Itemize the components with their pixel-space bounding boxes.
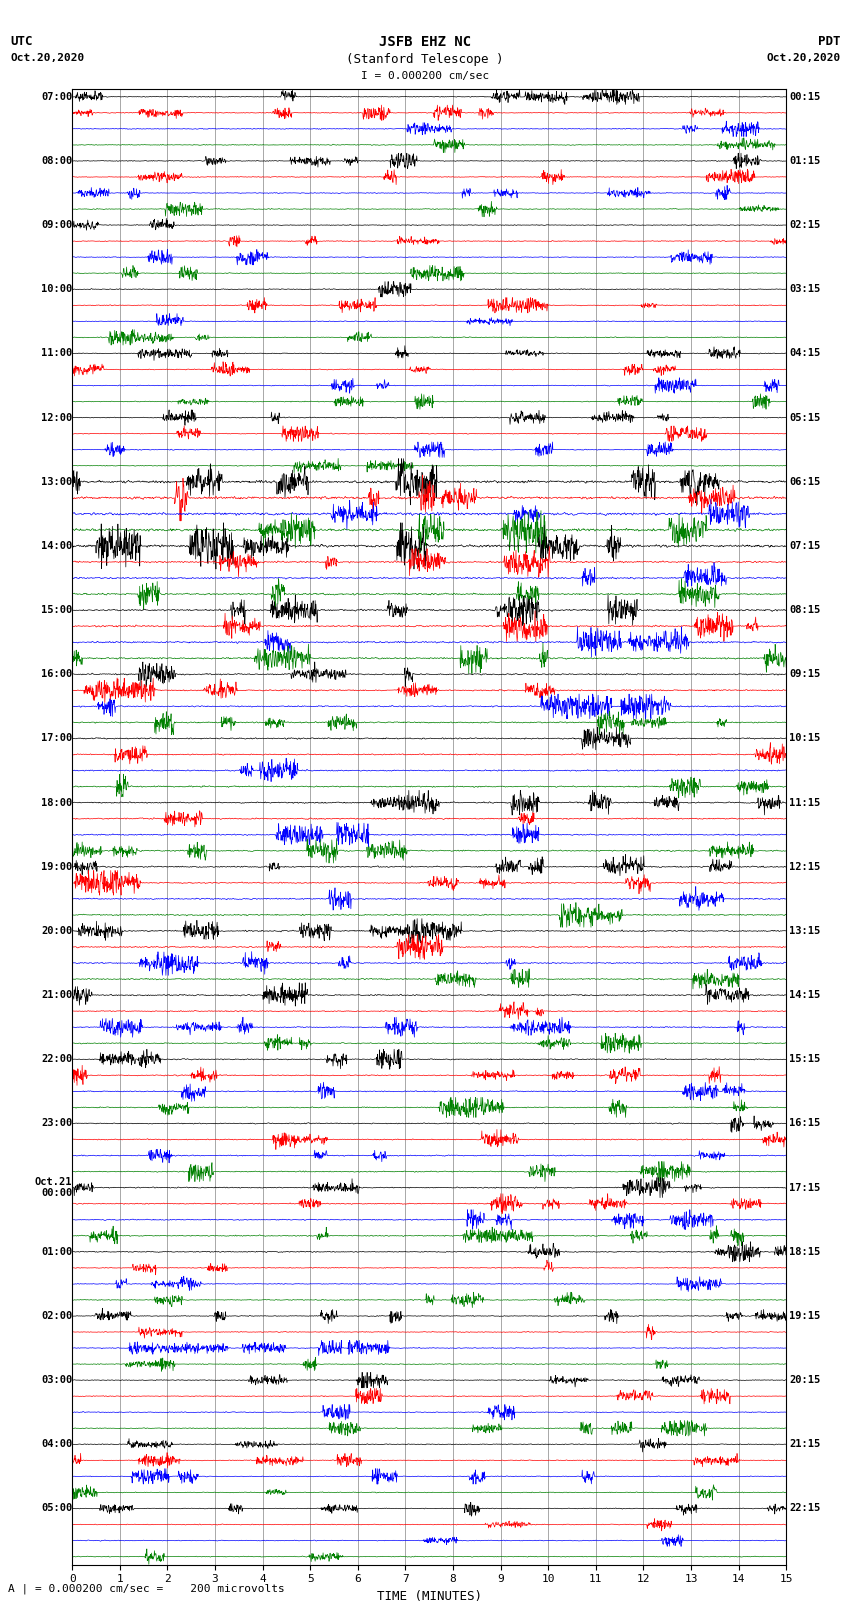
Text: 07:15: 07:15: [790, 540, 821, 552]
Text: 04:15: 04:15: [790, 348, 821, 358]
Text: 20:15: 20:15: [790, 1376, 821, 1386]
Text: 01:00: 01:00: [41, 1247, 72, 1257]
Text: Oct.21
00:00: Oct.21 00:00: [35, 1177, 72, 1198]
Text: 12:00: 12:00: [41, 413, 72, 423]
Text: 08:00: 08:00: [41, 156, 72, 166]
Text: 04:00: 04:00: [41, 1439, 72, 1450]
Text: Oct.20,2020: Oct.20,2020: [766, 53, 841, 63]
Text: A | = 0.000200 cm/sec =    200 microvolts: A | = 0.000200 cm/sec = 200 microvolts: [8, 1582, 286, 1594]
Text: 12:15: 12:15: [790, 861, 821, 871]
Text: 17:15: 17:15: [790, 1182, 821, 1192]
Text: 23:00: 23:00: [41, 1118, 72, 1129]
Text: 19:15: 19:15: [790, 1311, 821, 1321]
Text: 14:00: 14:00: [41, 540, 72, 552]
Text: 01:15: 01:15: [790, 156, 821, 166]
Text: 16:15: 16:15: [790, 1118, 821, 1129]
Text: 11:15: 11:15: [790, 797, 821, 808]
Text: 10:15: 10:15: [790, 734, 821, 744]
Text: 20:00: 20:00: [41, 926, 72, 936]
Text: 15:00: 15:00: [41, 605, 72, 615]
Text: 16:00: 16:00: [41, 669, 72, 679]
Text: 06:15: 06:15: [790, 477, 821, 487]
Text: 05:15: 05:15: [790, 413, 821, 423]
Text: Oct.20,2020: Oct.20,2020: [11, 53, 85, 63]
Text: 22:00: 22:00: [41, 1055, 72, 1065]
Text: 13:00: 13:00: [41, 477, 72, 487]
Text: 02:15: 02:15: [790, 219, 821, 231]
Text: 00:15: 00:15: [790, 92, 821, 102]
Text: 21:00: 21:00: [41, 990, 72, 1000]
Text: 10:00: 10:00: [41, 284, 72, 294]
Text: 02:00: 02:00: [41, 1311, 72, 1321]
Text: (Stanford Telescope ): (Stanford Telescope ): [346, 53, 504, 66]
Text: 14:15: 14:15: [790, 990, 821, 1000]
Text: 17:00: 17:00: [41, 734, 72, 744]
Text: 18:15: 18:15: [790, 1247, 821, 1257]
Text: 03:00: 03:00: [41, 1376, 72, 1386]
Text: 13:15: 13:15: [790, 926, 821, 936]
Text: 08:15: 08:15: [790, 605, 821, 615]
X-axis label: TIME (MINUTES): TIME (MINUTES): [377, 1590, 482, 1603]
Text: 09:15: 09:15: [790, 669, 821, 679]
Text: 15:15: 15:15: [790, 1055, 821, 1065]
Text: UTC: UTC: [11, 35, 33, 48]
Text: JSFB EHZ NC: JSFB EHZ NC: [379, 35, 471, 50]
Text: 21:15: 21:15: [790, 1439, 821, 1450]
Text: 07:00: 07:00: [41, 92, 72, 102]
Text: 22:15: 22:15: [790, 1503, 821, 1513]
Text: 19:00: 19:00: [41, 861, 72, 871]
Text: 03:15: 03:15: [790, 284, 821, 294]
Text: 11:00: 11:00: [41, 348, 72, 358]
Text: 09:00: 09:00: [41, 219, 72, 231]
Text: PDT: PDT: [818, 35, 841, 48]
Text: 18:00: 18:00: [41, 797, 72, 808]
Text: 05:00: 05:00: [41, 1503, 72, 1513]
Text: I = 0.000200 cm/sec: I = 0.000200 cm/sec: [361, 71, 489, 81]
